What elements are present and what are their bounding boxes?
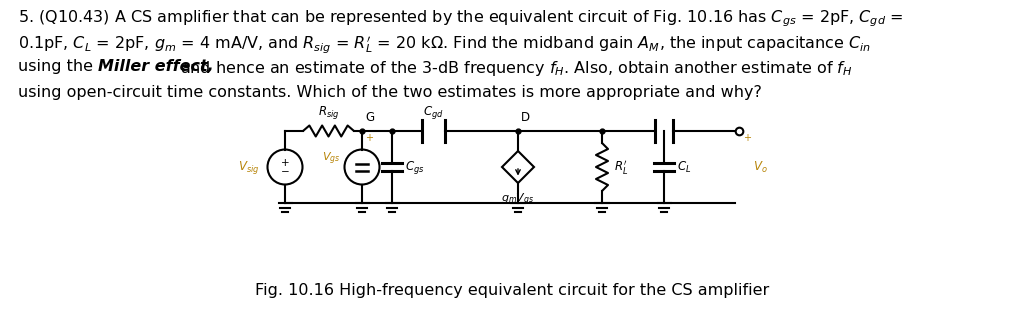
Text: −: − [281, 167, 290, 177]
Text: $V_o$: $V_o$ [753, 159, 768, 175]
Text: +: + [281, 157, 290, 167]
Text: using the: using the [18, 59, 98, 74]
Text: $C_{gd}$: $C_{gd}$ [423, 104, 443, 121]
Text: $V_{sig}$: $V_{sig}$ [239, 158, 260, 176]
Text: Fig. 10.16 High-frequency equivalent circuit for the CS amplifier: Fig. 10.16 High-frequency equivalent cir… [255, 283, 769, 298]
Text: $C_L$: $C_L$ [677, 159, 691, 175]
Text: 0.1pF, $C_L$ = 2pF, $g_m$ = 4 mA/V, and $R_{sig}$ = $R^{\prime}_L$ = 20 k$\Omega: 0.1pF, $C_L$ = 2pF, $g_m$ = 4 mA/V, and … [18, 33, 871, 55]
Text: $V_{gs}$: $V_{gs}$ [322, 151, 340, 167]
Text: $g_m V_{gs}$: $g_m V_{gs}$ [502, 192, 535, 208]
Text: and hence an estimate of the 3-dB frequency $f_H$. Also, obtain another estimate: and hence an estimate of the 3-dB freque… [180, 59, 853, 78]
Text: $R_{sig}$: $R_{sig}$ [317, 104, 339, 121]
Text: $R^{\prime}_L$: $R^{\prime}_L$ [614, 158, 629, 176]
Text: 5. (Q10.43) A CS amplifier that can be represented by the equivalent circuit of : 5. (Q10.43) A CS amplifier that can be r… [18, 8, 903, 28]
Text: +: + [743, 133, 751, 143]
Text: Miller effect,: Miller effect, [98, 59, 214, 74]
Text: G: G [365, 111, 374, 124]
Text: $C_{gs}$: $C_{gs}$ [406, 158, 425, 176]
Text: D: D [521, 111, 530, 124]
Text: +: + [365, 133, 373, 143]
Text: using open-circuit time constants. Which of the two estimates is more appropriat: using open-circuit time constants. Which… [18, 85, 762, 100]
